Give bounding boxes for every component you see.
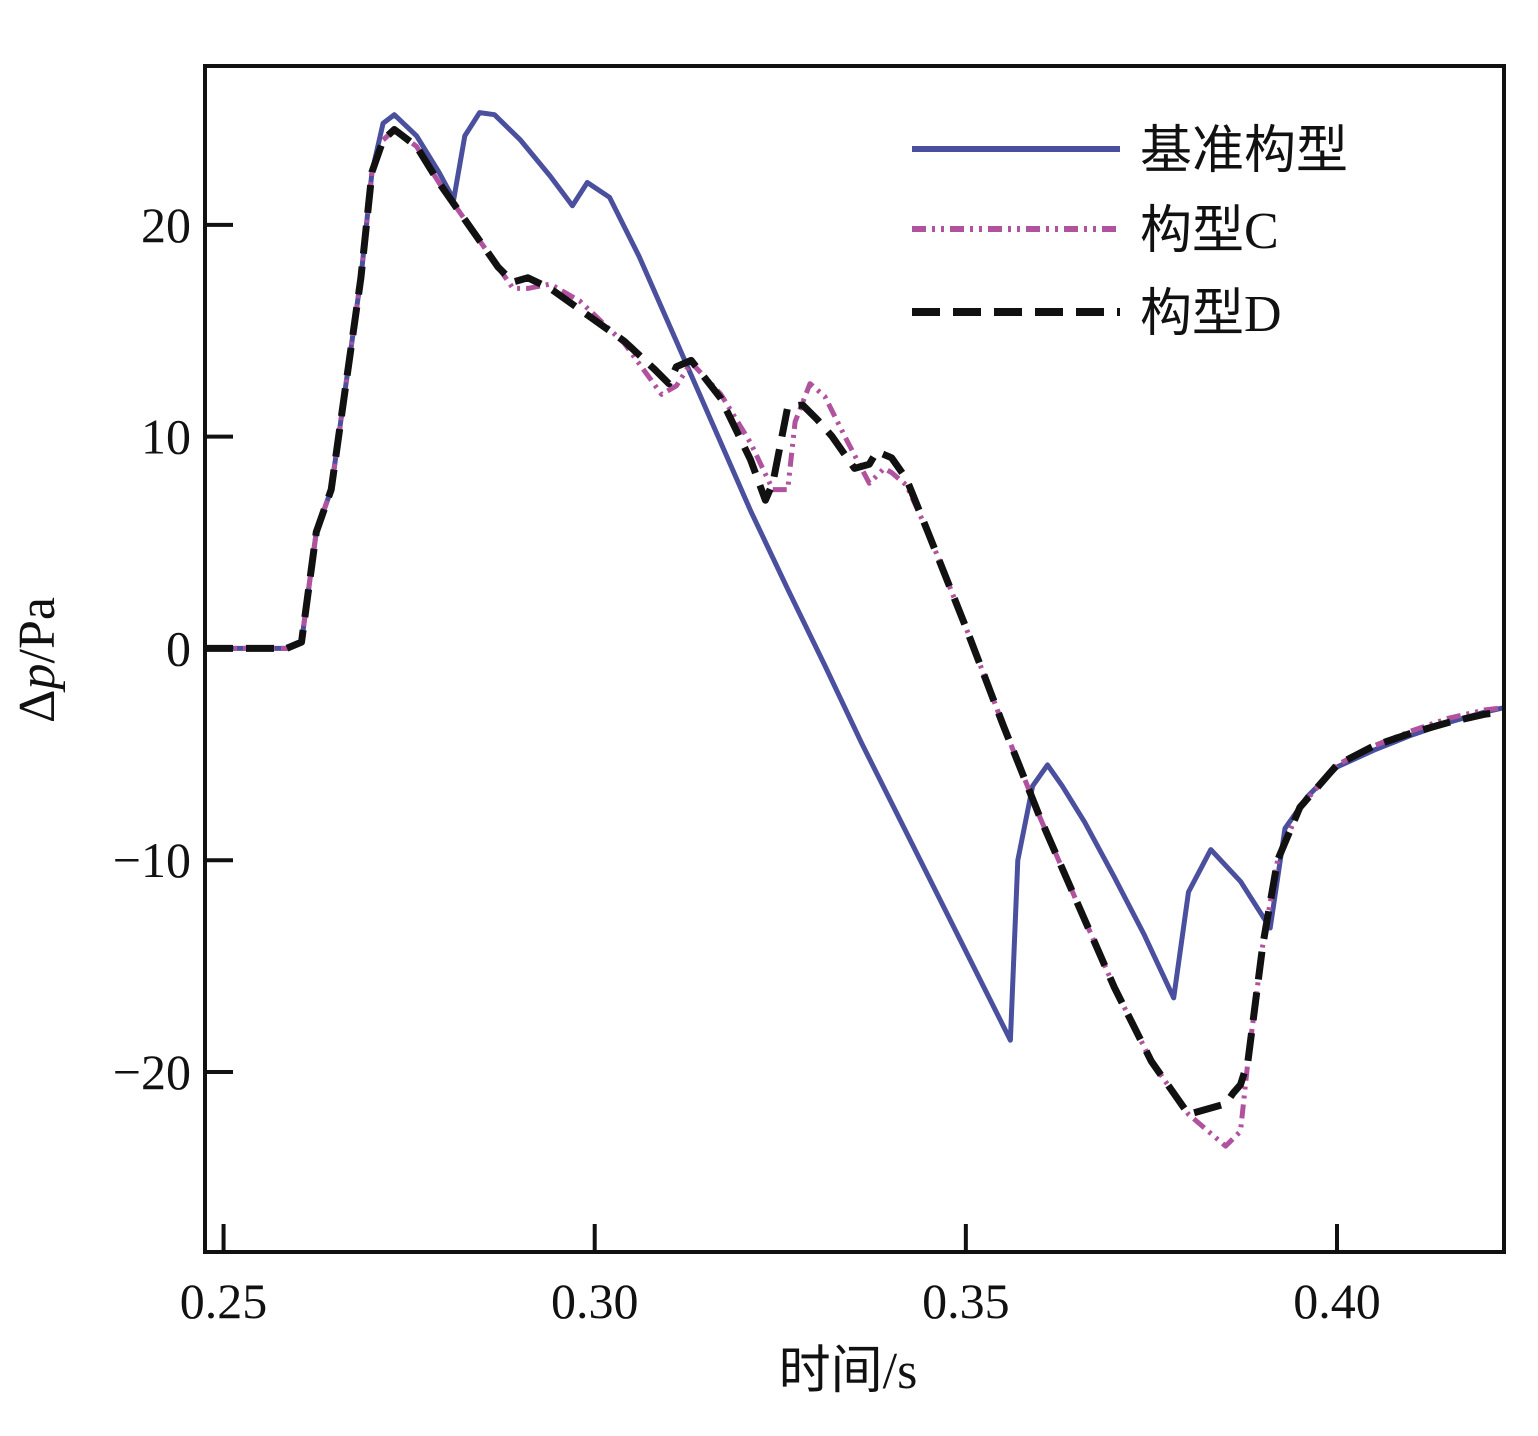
legend-label-config-d: 构型D — [1140, 286, 1282, 343]
legend-label-config-c: 构型C — [1140, 203, 1279, 260]
x-tick-label: 0.30 — [551, 1273, 639, 1329]
plot-frame — [203, 64, 1506, 1254]
y-axis-title-delta: Δ — [9, 690, 66, 723]
legend-label-baseline: 基准构型 — [1140, 123, 1348, 180]
x-tick-label: 0.25 — [180, 1273, 268, 1329]
series-line-config-d — [205, 126, 1505, 1118]
y-axis-title-p: p — [9, 664, 66, 694]
y-tick-label: −20 — [113, 1044, 191, 1100]
x-axis-title: 时间/s — [779, 1343, 918, 1400]
x-tick-label: 0.35 — [922, 1273, 1010, 1329]
legend: 基准构型 构型C 构型D — [912, 123, 1348, 343]
y-axis-title-unit: /Pa — [9, 597, 66, 663]
series-line-config-c — [205, 127, 1505, 1149]
series-lines — [205, 110, 1505, 1149]
x-tick-label: 0.40 — [1293, 1273, 1381, 1329]
series-line-baseline — [205, 110, 1505, 1043]
y-tick-label: 10 — [141, 409, 191, 465]
y-axis-title: Δp/Pa — [9, 597, 66, 723]
y-tick-label: 20 — [141, 197, 191, 253]
y-tick-label: 0 — [166, 620, 191, 676]
y-tick-label: −10 — [113, 832, 191, 888]
x-axis-ticks: 0.25 0.30 0.35 0.40 — [180, 1224, 1381, 1329]
